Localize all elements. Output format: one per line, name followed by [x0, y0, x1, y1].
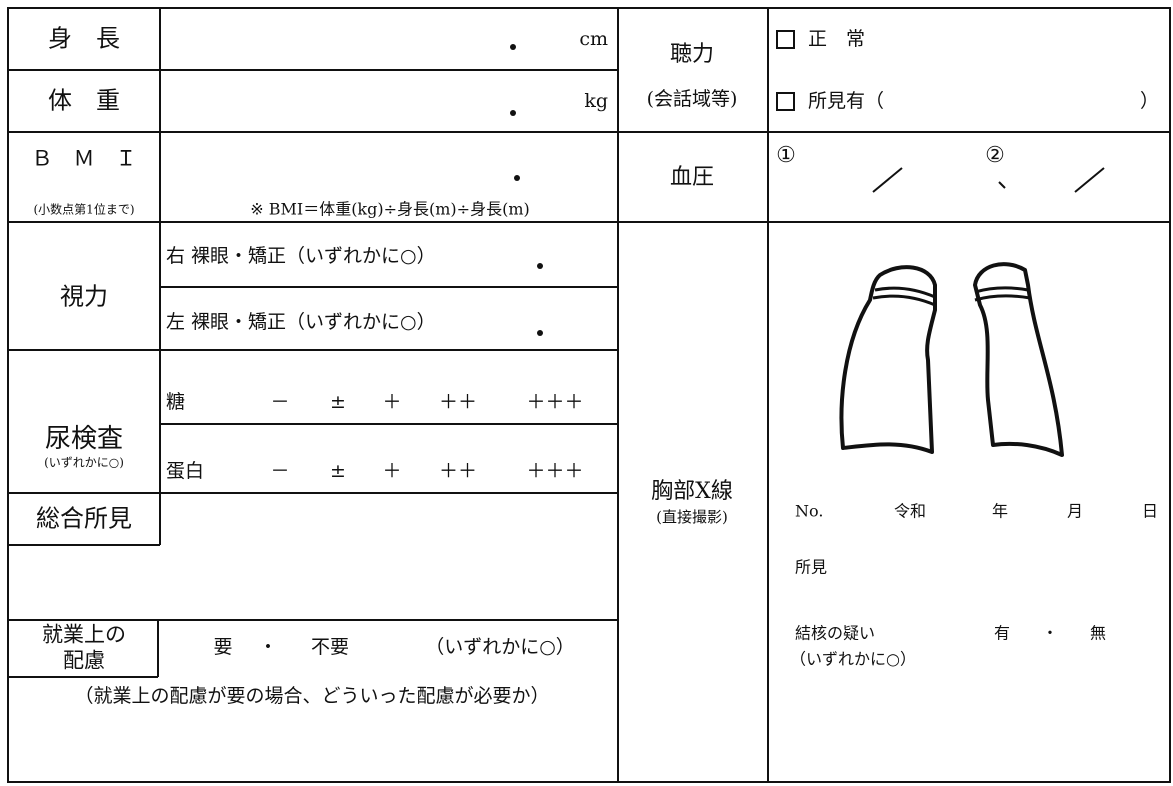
comma — [998, 181, 1006, 189]
tb-option: 有 — [994, 624, 1010, 643]
bp-marker: ① — [776, 143, 796, 168]
lung-band — [974, 286, 1031, 302]
outer-border — [7, 7, 1171, 783]
hearing-sublabel: (会話域等) — [647, 88, 738, 110]
urine-item: 糖 — [166, 391, 185, 413]
xray-note: (直接撮影) — [656, 508, 728, 526]
tb-option: 無 — [1090, 624, 1106, 643]
bmi-note: (小数点第1位まで) — [34, 202, 135, 217]
xray-date: No. 令和 年 月 日 — [795, 502, 1158, 521]
right-lung — [973, 262, 1064, 457]
date-part: No. — [795, 502, 823, 521]
bp-marker: ② — [985, 143, 1005, 168]
urine-grade: ＋ — [382, 391, 401, 413]
grid — [7, 7, 1171, 783]
left-lung — [839, 265, 937, 454]
work-option: 要 — [213, 636, 232, 658]
work-option: （いずれかに○） — [425, 636, 575, 658]
urine-grade: － — [270, 391, 289, 413]
xray-findings: 所見 — [795, 558, 827, 577]
hearing-close: ） — [1140, 90, 1159, 112]
xray-label: 胸部X線 — [651, 479, 733, 504]
decimal-dot — [537, 263, 543, 269]
height-unit: cm — [579, 28, 608, 50]
work-option: 不要 — [311, 636, 349, 658]
decimal-dot — [510, 110, 516, 116]
hearing-option: 所見有（ — [808, 90, 884, 112]
weight-label: 体 重 — [48, 87, 120, 115]
urine-grade: ＋＋ — [439, 391, 477, 413]
vision-row: 右 裸眼・矯正（いずれかに○） — [166, 245, 436, 267]
tb-note: （いずれかに○） — [790, 650, 916, 669]
date-part: 令和 — [894, 502, 926, 521]
tb-option: ・ — [1042, 624, 1058, 643]
vision-row: 左 裸眼・矯正（いずれかに○） — [166, 311, 436, 333]
decimal-dot — [537, 330, 543, 336]
slash — [872, 167, 903, 193]
urine-label: 尿検査 — [45, 424, 123, 454]
weight-unit: kg — [584, 90, 608, 112]
checkbox — [776, 92, 795, 111]
work-option: ・ — [258, 636, 277, 658]
vision-label: 視力 — [60, 283, 108, 311]
urine-grade: ＋＋ — [439, 460, 477, 482]
urine-rows: 糖－ ± ＋＋＋ ＋＋＋蛋白－ ± ＋＋＋ ＋＋＋ — [166, 391, 584, 482]
urine-grade: ＋＋＋ — [526, 391, 583, 413]
bp-label: 血圧 — [670, 165, 714, 190]
work-label: 配慮 — [63, 649, 105, 673]
urine-item: 蛋白 — [166, 460, 204, 482]
lung-band — [872, 286, 936, 307]
urine-grade: ± — [330, 391, 346, 413]
bmi-label: Ｂ Ｍ Ｉ — [32, 147, 137, 171]
work-label: 就業上の — [42, 623, 126, 647]
height-label: 身 長 — [48, 25, 120, 53]
urine-grade: ± — [330, 460, 346, 482]
hearing-option: 正 常 — [808, 28, 865, 50]
slash — [1074, 167, 1105, 193]
decimal-dot — [510, 44, 516, 50]
work-question: （就業上の配慮が要の場合、どういった配慮が必要か） — [74, 685, 549, 707]
bmi-formula: ※ BMI＝体重(kg)÷身長(m)÷身長(m) — [250, 200, 530, 219]
decimal-dot — [514, 175, 520, 181]
findings-label: 総合所見 — [36, 505, 132, 533]
urine-grade: ＋＋＋ — [526, 460, 583, 482]
tb-label: 結核の疑い — [795, 624, 875, 643]
date-part: 年 — [992, 502, 1008, 521]
hearing-label: 聴力 — [670, 42, 714, 67]
lungs — [839, 262, 1064, 457]
checkbox — [776, 30, 795, 49]
urine-note: (いずれかに○) — [44, 456, 124, 470]
date-part: 日 — [1142, 502, 1158, 521]
urine-grade: － — [270, 460, 289, 482]
date-part: 月 — [1067, 502, 1083, 521]
urine-grade: ＋ — [382, 460, 401, 482]
